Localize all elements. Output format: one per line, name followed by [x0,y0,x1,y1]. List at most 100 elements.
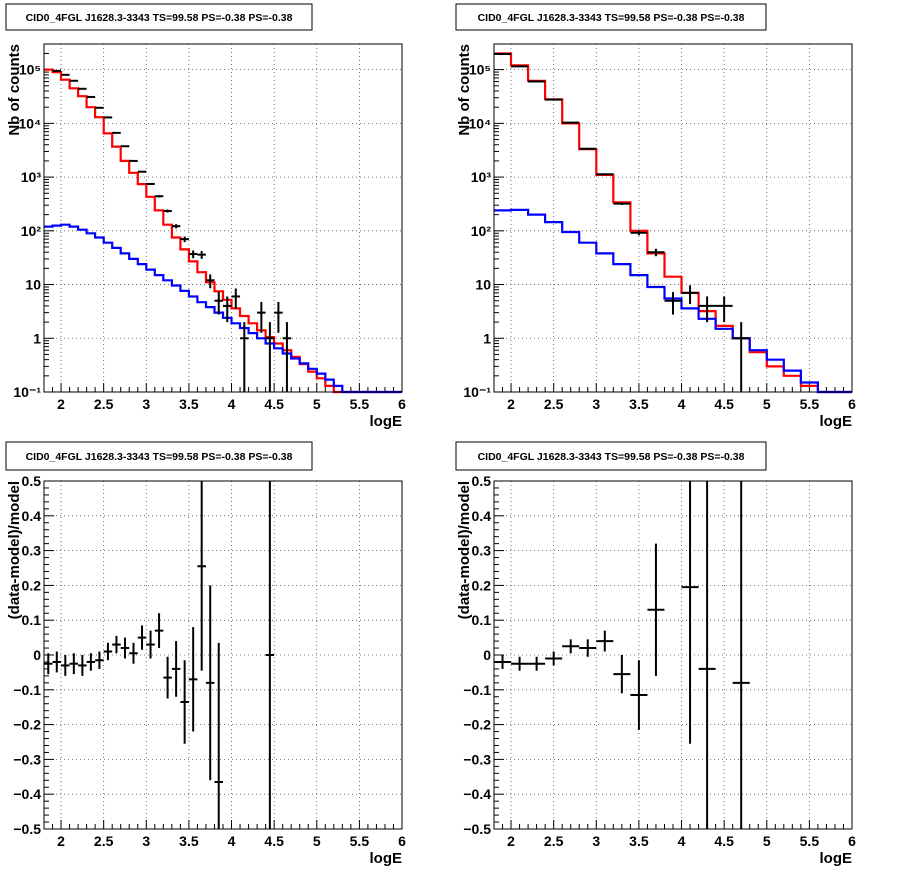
x-tick-label: 3 [142,833,150,849]
data-point [231,288,241,309]
x-tick-label: 4.5 [264,833,284,849]
y-tick-label: −0.3 [463,751,491,767]
data-point [112,131,121,134]
y-tick-label: 1 [483,330,491,346]
data-point [188,627,198,732]
x-tick-label: 4.5 [714,396,734,412]
chart-title: CID0_4FGL J1628.3-3343 TS=99.58 PS=-0.38… [478,12,745,24]
y-tick-label: 0.3 [472,543,492,559]
x-tick-label: 6 [848,833,856,849]
data-point [180,236,189,243]
y-tick-label: 10⁵ [19,62,41,78]
y-tick-label: 0.4 [22,508,42,524]
y-tick-label: −0.2 [13,717,41,733]
x-tick-label: 2.5 [544,396,564,412]
data-point [715,296,733,323]
y-tick-label: −0.3 [13,751,41,767]
data-point [44,653,53,675]
x-tick-label: 2 [507,833,515,849]
data-point [146,630,155,659]
model-histogram-blue [44,223,402,394]
data-point [197,481,206,671]
x-tick-label: 3 [592,396,600,412]
data-point [698,481,716,829]
data-point [732,322,750,392]
data-point [613,202,631,206]
data-point [188,250,198,259]
x-tick-label: 4 [678,396,686,412]
chart-panel-4: CID0_4FGL J1628.3-3343 TS=99.58 PS=-0.38… [455,441,856,867]
data-point [197,251,206,259]
x-tick-label: 5 [763,833,771,849]
y-tick-label: 10² [471,223,492,239]
data-point [596,630,614,652]
y-axis-label: Nb of counts [456,44,473,136]
y-tick-label: 10³ [21,169,42,185]
data-point [681,285,699,304]
x-tick-label: 2.5 [544,833,564,849]
x-tick-label: 6 [848,396,856,412]
x-tick-label: 4 [228,833,236,849]
y-tick-label: 10³ [471,169,492,185]
y-tick-label: −0.2 [463,717,491,733]
x-axis-label: logE [370,850,403,867]
x-tick-label: 5 [313,833,321,849]
data-point [647,248,665,257]
y-tick-label: 10⁵ [469,62,491,78]
data-point [171,224,181,229]
data-point [630,660,648,730]
data-point [137,625,147,650]
chart-panel-2: CID0_4FGL J1628.3-3343 TS=99.58 PS=-0.38… [455,3,856,430]
y-tick-label: 0 [483,647,491,663]
data-point [579,639,597,657]
data-point [180,660,189,744]
chart-title-box [5,3,313,31]
y-tick-label: 0.3 [22,543,42,559]
y-tick-label: 10⁴ [469,115,492,131]
data-point [103,642,113,661]
chart-title: CID0_4FGL J1628.3-3343 TS=99.58 PS=-0.38… [26,12,293,24]
data-point [596,173,614,176]
x-tick-label: 5.5 [350,833,370,849]
data-point [205,585,215,781]
data-point [129,642,138,664]
x-tick-label: 2.5 [94,833,114,849]
y-tick-label: 10² [21,223,42,239]
data-point [511,656,529,671]
x-tick-label: 4.5 [264,396,284,412]
data-point [214,642,223,829]
data-point [78,655,87,676]
x-tick-label: 5 [763,396,771,412]
y-axis-label: Nb of counts [6,44,23,136]
data-point [154,613,164,649]
data-point [120,145,130,148]
data-point [613,655,631,694]
y-tick-label: −0.1 [463,682,491,698]
x-tick-label: 3.5 [629,833,649,849]
data-point [69,653,79,675]
data-point [545,651,563,666]
y-axis-label: (data-model)/model [456,481,473,619]
x-tick-label: 4.5 [714,833,734,849]
data-point [112,635,121,654]
x-tick-label: 3.5 [629,396,649,412]
data-point [282,322,292,392]
data-point [171,641,181,697]
x-tick-label: 2.5 [94,396,114,412]
x-axis-label: logE [820,413,853,430]
data-point [163,209,172,213]
chart-panel-3: CID0_4FGL J1628.3-3343 TS=99.58 PS=-0.38… [5,441,406,867]
y-tick-label: 0.5 [22,473,42,489]
x-tick-label: 3.5 [179,396,199,412]
chart-title: CID0_4FGL J1628.3-3343 TS=99.58 PS=-0.38… [478,451,745,463]
data-point [732,481,750,829]
data-point [528,656,546,671]
data-point [630,230,648,236]
x-tick-label: 2 [57,396,65,412]
data-point [681,481,699,744]
data-point [137,170,147,173]
x-tick-label: 3 [592,833,600,849]
data-point [274,302,283,333]
y-tick-label: 0.1 [22,612,42,628]
